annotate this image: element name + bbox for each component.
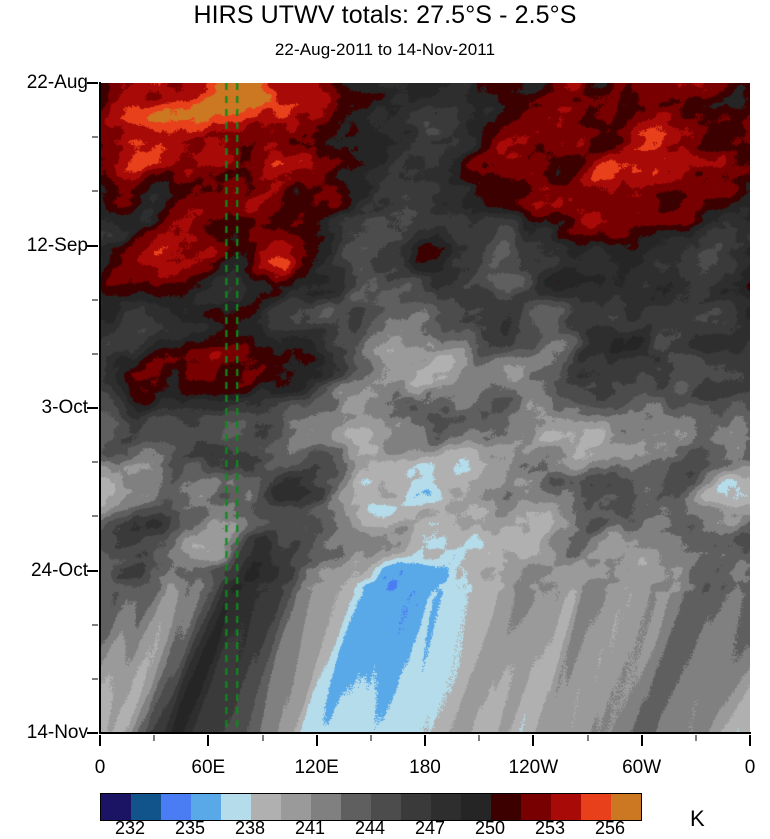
colorbar-swatch-2 (161, 794, 191, 820)
x-tick-180 (424, 735, 426, 746)
x-tick-60 (207, 735, 210, 746)
colorbar-swatch-11 (431, 794, 461, 820)
plot-area (100, 83, 750, 733)
colorbar-tick-250: 250 (474, 818, 506, 838)
y-tick-day-28 (92, 298, 98, 301)
y-tick-day-35 (92, 352, 98, 355)
colorbar-tick-238: 238 (234, 818, 266, 838)
x-tick-120 (315, 735, 318, 746)
colorbar-tick-253: 253 (534, 818, 566, 838)
y-tick-day-63 (87, 569, 98, 572)
x-axis-label-3: 180 (409, 757, 441, 778)
colorbar-swatch-13 (491, 794, 521, 820)
colorbar-tick-256: 256 (594, 818, 626, 838)
colorbar-unit-label: K (690, 806, 705, 831)
y-axis-label-0: 22-Aug (26, 72, 88, 93)
colorbar-swatch-17 (611, 794, 641, 820)
heatmap-canvas (100, 83, 750, 733)
x-tick-360 (749, 735, 751, 746)
colorbar-tick-244: 244 (354, 818, 386, 838)
colorbar-tick-labels: 232 235 238 241 244 247 250 253 256 (0, 818, 770, 838)
x-tick-270 (586, 735, 589, 741)
colorbar-swatch-10 (401, 794, 431, 820)
colorbar-swatch-12 (461, 794, 491, 820)
colorbar-tick-232: 232 (114, 818, 146, 838)
colorbar-swatch-14 (521, 794, 551, 820)
y-tick-day-0 (87, 82, 98, 84)
colorbar-tick-241: 241 (294, 818, 326, 838)
colorbar (100, 793, 642, 821)
x-tick-240 (532, 735, 535, 746)
x-axis-label-4: 120W (508, 757, 559, 778)
x-tick-30 (153, 735, 156, 741)
y-axis-label-1: 12-Sep (26, 234, 88, 256)
colorbar-swatch-0 (101, 794, 131, 820)
x-axis-label-6: 0 (744, 757, 756, 778)
colorbar-swatch-15 (551, 794, 581, 820)
y-axis-label-4: 14-Nov (26, 722, 88, 743)
x-axis-label-1: 60E (191, 757, 226, 778)
x-tick-210 (478, 735, 481, 741)
chart-subtitle: 22-Aug-2011 to 14-Nov-2011 (274, 40, 496, 59)
x-axis-line (99, 732, 751, 734)
y-tick-day-84 (87, 732, 98, 734)
x-tick-90 (261, 735, 264, 741)
y-tick-day-42 (87, 407, 98, 409)
colorbar-swatch-6 (281, 794, 311, 820)
colorbar-tick-235: 235 (174, 818, 206, 838)
y-axis-label-2: 3-Oct (41, 397, 88, 418)
y-tick-day-56 (92, 515, 98, 518)
colorbar-swatch-7 (311, 794, 341, 820)
x-axis-label-0: 0 (94, 757, 106, 778)
y-tick-day-77 (92, 677, 98, 680)
x-tick-300 (640, 735, 643, 746)
y-tick-day-70 (92, 623, 98, 626)
x-tick-0 (99, 735, 101, 746)
colorbar-swatch-3 (191, 794, 221, 820)
x-tick-330 (694, 735, 697, 741)
y-tick-day-14 (92, 190, 98, 193)
x-tick-150 (369, 735, 372, 741)
colorbar-tick-247: 247 (414, 818, 446, 838)
x-axis-label-5: 60W (622, 757, 662, 778)
y-axis-label-3: 24-Oct (30, 559, 88, 581)
colorbar-swatch-16 (581, 794, 611, 820)
x-axis-label-2: 120E (294, 757, 339, 778)
y-tick-day-7 (92, 136, 98, 139)
colorbar-swatch-9 (371, 794, 401, 820)
y-axis-line (99, 82, 101, 734)
y-tick-day-49 (92, 461, 98, 464)
colorbar-swatch-8 (341, 794, 371, 820)
colorbar-swatch-5 (251, 794, 281, 820)
colorbar-swatch-4 (221, 794, 251, 820)
page-title: HIRS UTWV totals: 27.5°S - 2.5°S (193, 1, 577, 29)
colorbar-swatch-1 (131, 794, 161, 820)
y-tick-day-21 (87, 244, 98, 247)
